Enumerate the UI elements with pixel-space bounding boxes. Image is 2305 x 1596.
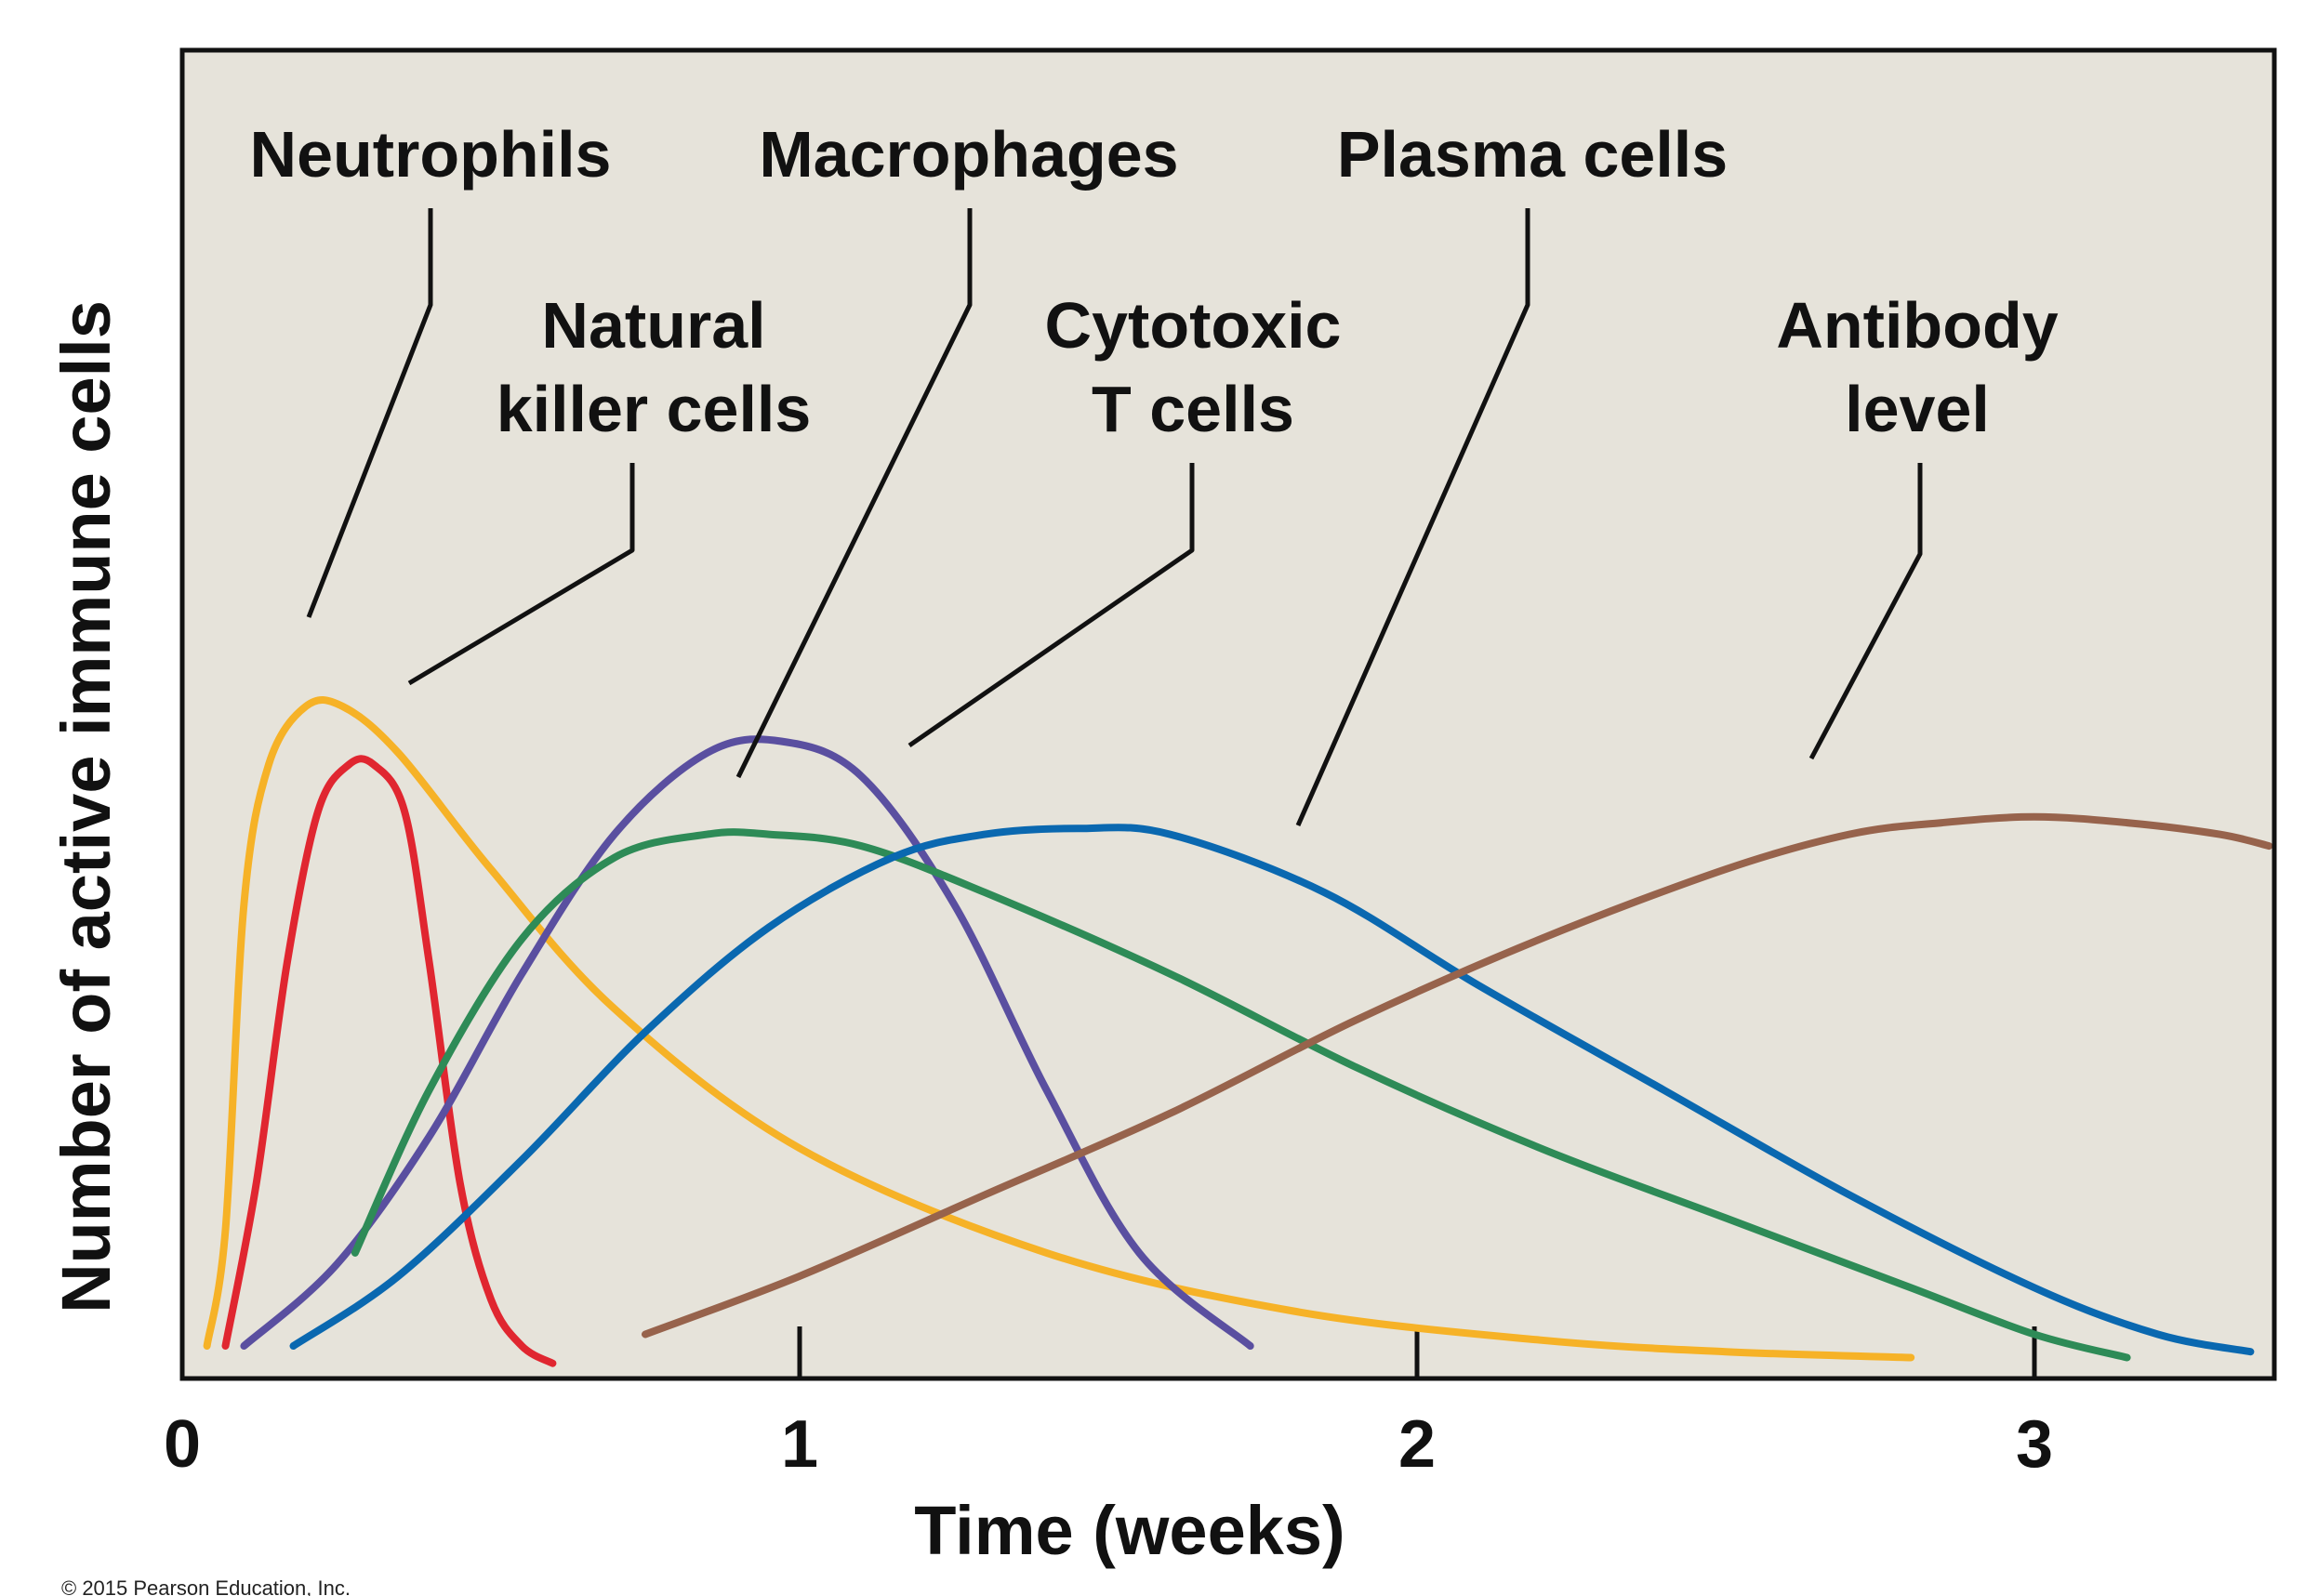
plot-area xyxy=(182,50,2274,1378)
plot-frame xyxy=(179,47,2277,1381)
series-labels: Neutrophils Natural killer cells Macrophage… xyxy=(250,118,2059,445)
y-axis-label: Number of active immune cells xyxy=(47,300,125,1313)
x-tick-label-1: 1 xyxy=(781,1407,818,1482)
x-axis-label: Time (weeks) xyxy=(914,1492,1345,1569)
series-label-antibody-level: Antibody level xyxy=(1776,289,2058,445)
leader-line-natural-killer-cells xyxy=(407,463,635,686)
x-tick-label-3: 3 xyxy=(2016,1407,2053,1482)
series-label-cytotoxic-t-cells: Cytotoxic T cells xyxy=(1045,289,1342,445)
series-line-antibody-level xyxy=(642,812,2273,1339)
series-line-macrophages xyxy=(240,735,1254,1350)
x-axis-tick-labels: 0 1 2 3 xyxy=(164,1407,2053,1482)
series-label-natural-killer-cells: Natural killer cells xyxy=(497,289,812,445)
leader-line-macrophages xyxy=(735,208,973,779)
series-label-plasma-cells: Plasma cells xyxy=(1337,118,1728,191)
series-line-neutrophils xyxy=(203,695,1915,1362)
series-line-plasma-cells xyxy=(289,824,2255,1356)
series-label-macrophages: Macrophages xyxy=(759,118,1178,191)
x-tick-label-0: 0 xyxy=(164,1407,201,1482)
leader-line-cytotoxic-t-cells xyxy=(907,463,1195,748)
leader-line-antibody-level xyxy=(1808,463,1923,760)
series-layer xyxy=(203,695,2273,1367)
x-tick-label-2: 2 xyxy=(1398,1407,1436,1482)
series-line-cytotoxic-t-cells xyxy=(351,828,2131,1362)
series-label-neutrophils: Neutrophils xyxy=(250,118,612,191)
series-line-natural-killer-cells xyxy=(221,755,557,1367)
copyright-credit: © 2015 Pearson Education, Inc. xyxy=(61,1576,351,1596)
leader-line-plasma-cells xyxy=(1295,208,1530,827)
leader-lines xyxy=(306,208,1923,827)
leader-line-neutrophils xyxy=(306,208,433,618)
